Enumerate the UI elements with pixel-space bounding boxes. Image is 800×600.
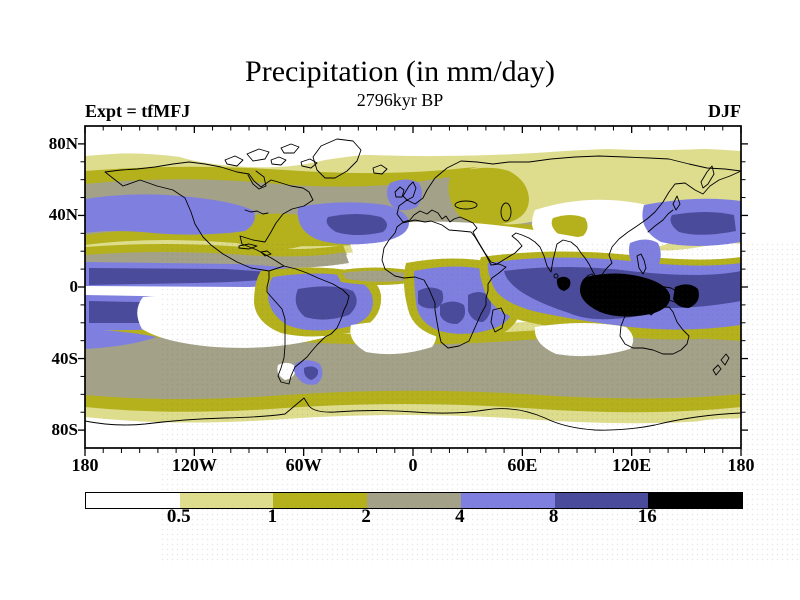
australia-coast — [619, 306, 690, 355]
map-plot — [85, 126, 741, 448]
lat-tick-label: 0 — [69, 277, 79, 296]
lon-tick-label: 120W — [171, 455, 217, 475]
colorbar-cell — [273, 493, 368, 508]
map-svg — [78, 125, 748, 456]
colorbar-cell — [648, 493, 743, 508]
lon-tick-label: 60W — [285, 455, 322, 475]
north-america-coast — [104, 161, 314, 272]
colorbar-cell — [554, 493, 649, 508]
colorbar-value: 1 — [267, 506, 278, 527]
colorbar — [85, 492, 743, 509]
colorbar-cell — [367, 493, 462, 508]
antarctica-coast — [85, 397, 741, 431]
africa-coast — [381, 219, 507, 349]
coastlines — [85, 138, 741, 431]
colorbar-value: 16 — [637, 506, 657, 527]
lon-tick-label: 60E — [507, 455, 538, 475]
eurasia-coast — [396, 155, 741, 279]
colorbar-value: 8 — [548, 506, 559, 527]
colorbar-cell — [460, 493, 556, 508]
colorbar-value: 0.5 — [166, 506, 191, 527]
lat-tick-label: 40S — [51, 348, 78, 368]
new-guinea-coast — [648, 285, 689, 306]
lat-tick-label: 40N — [48, 205, 78, 225]
lon-tick-label: 120E — [612, 455, 652, 475]
season-label: DJF — [708, 101, 741, 121]
experiment-label: Expt = tfMFJ — [85, 101, 191, 121]
lon-tick-label: 180 — [727, 455, 755, 475]
greenland-coast — [312, 138, 362, 179]
tick-marks — [78, 126, 748, 456]
lon-tick-label: 180 — [71, 455, 99, 475]
lat-tick-label: 80S — [51, 420, 78, 440]
lon-tick-label: 0 — [408, 455, 418, 475]
lat-tick-label: 80N — [48, 133, 78, 153]
colorbar-value: 2 — [361, 506, 371, 527]
contour-fills — [85, 126, 741, 448]
plot-subtitle: 2796kyr BP — [356, 90, 444, 110]
map-area — [75, 116, 800, 564]
plot-title: Precipitation (in mm/day) — [245, 55, 555, 88]
maritime-continent-max — [580, 273, 671, 317]
colorbar-value: 4 — [455, 506, 465, 527]
colorbar-cell — [86, 493, 181, 508]
colorbar-cell — [179, 493, 274, 508]
south-america-coast — [266, 265, 350, 385]
